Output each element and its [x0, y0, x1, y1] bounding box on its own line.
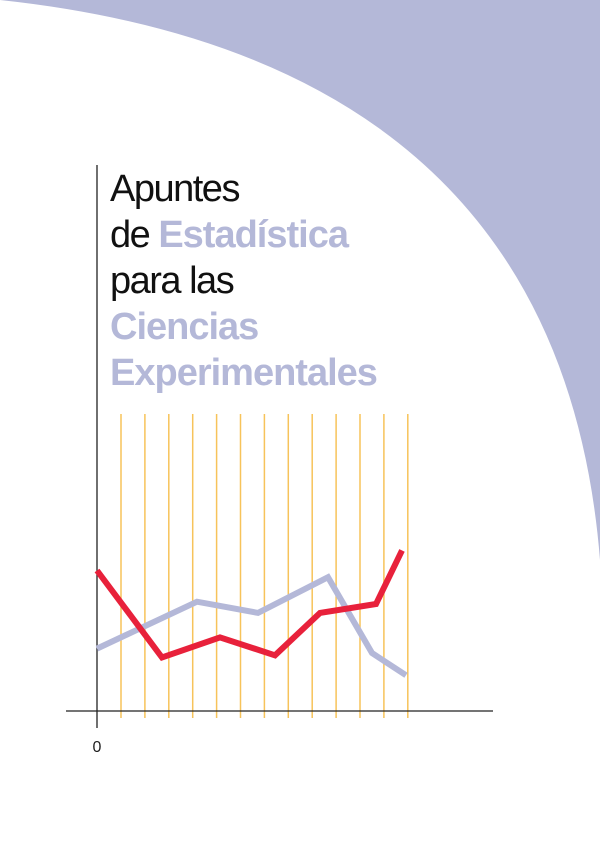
title-line-4: Ciencias — [110, 306, 259, 348]
series-red-line — [94, 549, 405, 662]
series-lavender-line — [95, 573, 408, 678]
series-layer — [94, 549, 408, 678]
title-line-2-prefix: de — [110, 214, 159, 256]
title-accent-estadistica: Estadística — [158, 214, 349, 256]
title-line-2: de Estadística — [110, 212, 349, 258]
x-tick-label: 0 — [93, 739, 102, 756]
title-line-3: para las — [110, 260, 235, 302]
vertical-grid — [120, 414, 409, 718]
decorative-arc — [0, 0, 600, 560]
title-line-5: Experimentales — [110, 352, 378, 394]
title-line-1: Apuntes — [110, 168, 240, 210]
